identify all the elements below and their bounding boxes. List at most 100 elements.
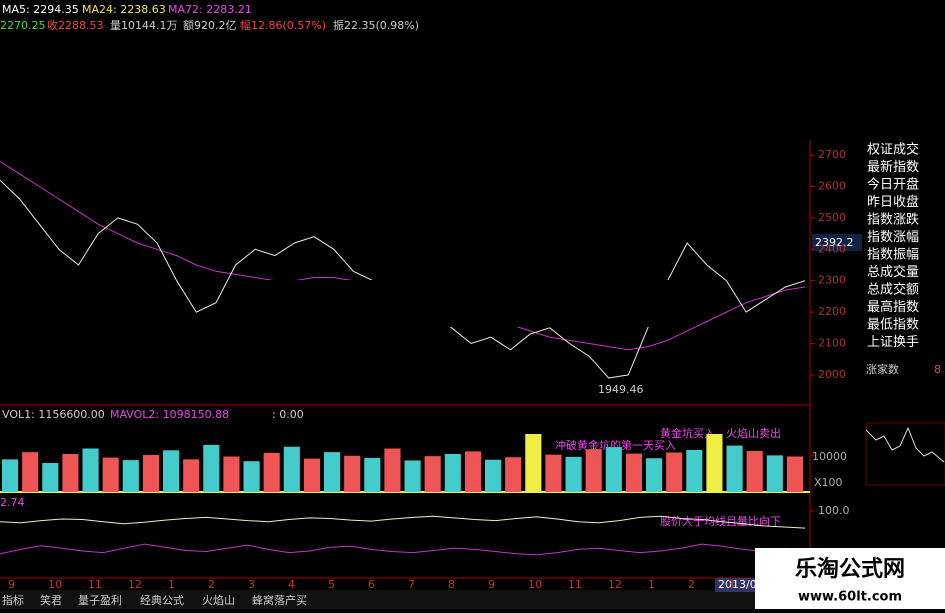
- volume-bar: [384, 448, 401, 492]
- x-tick-label: 7: [408, 578, 415, 591]
- mini-chart: [865, 422, 945, 486]
- tab[interactable]: 火焰山: [202, 593, 235, 607]
- y-tick-label: 2500: [818, 211, 846, 224]
- volume-bar: [122, 460, 139, 492]
- volume-bar: [424, 456, 441, 492]
- x-tick-label: 10: [48, 578, 62, 591]
- volume-bar: [82, 448, 99, 492]
- tab[interactable]: 指标: [2, 593, 24, 607]
- side-item: 最低指数: [867, 318, 919, 333]
- volume-bar: [42, 463, 59, 492]
- volume-bar: [303, 458, 320, 492]
- amount: 额920.2亿: [183, 19, 237, 32]
- volume-bar: [163, 450, 180, 492]
- volume-bar: [605, 447, 622, 492]
- x-tick-label: 5: [328, 578, 335, 591]
- volume-bar: [344, 455, 361, 492]
- side-item: 最新指数: [867, 159, 919, 175]
- logo-box: [755, 548, 945, 609]
- side-item: 今日开盘: [867, 177, 919, 193]
- close: 收2288.53: [47, 18, 104, 32]
- tab-bar: [0, 590, 945, 609]
- side-item: 指数振幅: [867, 248, 919, 263]
- x-tick-label: 10: [528, 578, 542, 591]
- y-tick-label: 2100: [818, 336, 846, 349]
- annotation: 黄金坑买入，火焰山卖出: [660, 426, 781, 440]
- x-tick-label: 1: [648, 578, 655, 591]
- x-tick-label: 2: [208, 578, 215, 591]
- volume-bar: [62, 453, 79, 492]
- volume-bar: [726, 445, 743, 492]
- tab[interactable]: 蜂窝落产买: [252, 593, 307, 607]
- mavol2: MAVOL2: 1098150.88: [110, 408, 229, 421]
- x-tick-label: 12: [608, 578, 622, 591]
- tab[interactable]: 笑君: [40, 593, 62, 607]
- ma24: MA24: 2238.63: [82, 3, 166, 16]
- tab[interactable]: 经典公式: [140, 593, 184, 607]
- price-tag-box: [812, 234, 862, 251]
- rising-value: 8: [934, 363, 941, 376]
- volume-bar: [324, 452, 341, 492]
- volume-bar: [142, 455, 159, 492]
- volume-bar: [686, 449, 703, 492]
- mini-line: [865, 426, 945, 463]
- vol-extra: : 0.00: [272, 408, 304, 421]
- volume-bar: [646, 458, 663, 492]
- mask: [257, 280, 687, 327]
- volume-bar: [625, 453, 642, 492]
- x-tick-label: 9: [8, 578, 15, 591]
- x-tick-label: 8: [448, 578, 455, 591]
- volume-bar: [203, 444, 220, 492]
- x-tick-label: 3: [248, 578, 255, 591]
- x-tick-label: 2: [688, 578, 695, 591]
- volume-bar: [223, 456, 240, 492]
- volume-bar: [2, 459, 19, 492]
- volume-bar: [364, 457, 381, 492]
- side-item: 权证成交: [867, 142, 919, 158]
- y-tick-label: 2000: [818, 368, 846, 381]
- ma72: MA72: 2283.21: [168, 3, 252, 16]
- y-tick-label: 2200: [818, 305, 846, 318]
- volume-bar: [525, 434, 542, 492]
- volume-bar: [404, 460, 421, 492]
- volume-bar: [585, 449, 602, 492]
- x-tick-label: 11: [568, 578, 582, 591]
- x-tick-label: 12: [128, 578, 142, 591]
- x-tick-label: 3: [728, 578, 735, 591]
- volume-bar: [444, 453, 461, 492]
- price-tag: 2392.2: [815, 236, 854, 249]
- volume-bar: [263, 452, 280, 492]
- indicator-line: [0, 543, 806, 556]
- y-tick-label: 2700: [818, 148, 846, 161]
- vol1: VOL1: 1156600.00: [2, 408, 105, 421]
- ma5: MA5: 2294.35: [2, 3, 79, 16]
- y-tick-label: 100.0: [818, 504, 850, 517]
- indicator-line: [0, 515, 806, 529]
- logo-url: www.60lt.com: [798, 590, 902, 605]
- side-item: 总成交额: [867, 282, 919, 298]
- side-item: 指数涨跌: [867, 212, 919, 228]
- volume-bar: [565, 456, 582, 492]
- rising-label: 涨家数: [866, 362, 899, 376]
- volume-bar: [505, 457, 522, 492]
- tab[interactable]: 量子盈利: [78, 594, 122, 607]
- volume-bar: [183, 459, 200, 492]
- annotation: 冲破黄金坑的第一天买入: [555, 438, 676, 452]
- side-item: 最高指数: [867, 299, 919, 315]
- x-tick-label: 11: [88, 578, 102, 591]
- volume-bar: [746, 451, 763, 492]
- volume-bar: [666, 452, 683, 492]
- x-tick-label: 9: [488, 578, 495, 591]
- volume: 量10144.1万: [110, 19, 178, 32]
- x-tick-label: 4: [288, 578, 295, 591]
- volume-bar: [464, 451, 481, 492]
- volume-bar: [766, 455, 783, 492]
- volume-bar: [102, 457, 119, 492]
- y-tick-label: 2400: [818, 242, 846, 255]
- logo-name: 乐淘公式网: [795, 556, 905, 582]
- low-label: 1949.46: [598, 383, 644, 396]
- side-item: 总成交量: [867, 264, 919, 280]
- mask: [535, 0, 945, 140]
- volume-bar: [243, 461, 260, 492]
